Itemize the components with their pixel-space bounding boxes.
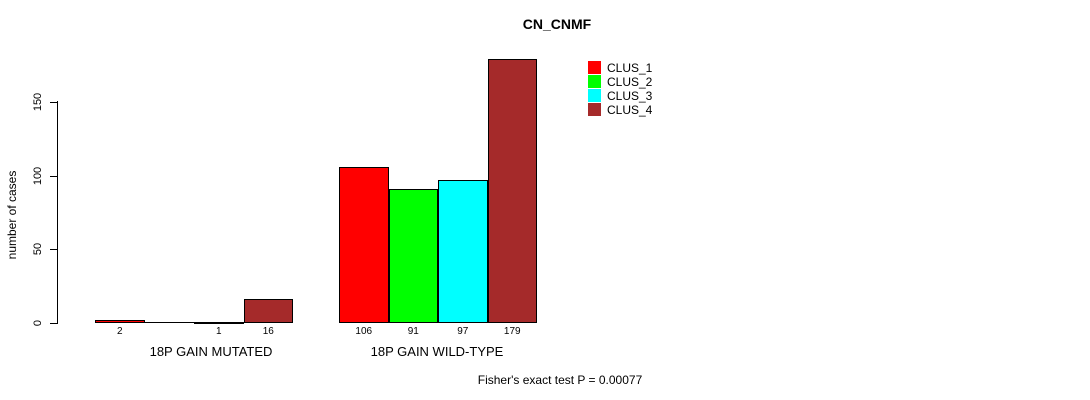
y-tick-mark (50, 102, 57, 103)
legend-swatch-icon (588, 61, 601, 74)
y-axis-line (57, 101, 58, 324)
legend-swatch-icon (588, 103, 601, 116)
y-tick-label: 100 (32, 166, 44, 186)
x-category-mutated: 18P GAIN MUTATED (149, 344, 273, 359)
x-category-wildtype: 18P GAIN WILD-TYPE (370, 344, 504, 359)
legend-label: CLUS_1 (607, 60, 653, 75)
bar-value-label: 106 (355, 326, 373, 337)
y-tick-label: 0 (32, 319, 44, 327)
bar-clus-4-group1 (243, 299, 293, 323)
y-tick-mark (50, 323, 57, 324)
bar-clus-3-group1 (194, 322, 244, 324)
legend-label: CLUS_2 (607, 74, 653, 89)
y-tick-label: 150 (32, 92, 44, 112)
bar-value-label: 91 (407, 326, 419, 337)
bar-value-label: 179 (503, 326, 521, 337)
bar-value-label: 1 (215, 326, 222, 337)
y-tick-mark (50, 176, 57, 177)
bar-clus-1-group2 (339, 167, 389, 323)
bar-value-label: 97 (457, 326, 469, 337)
fisher-test-annotation: Fisher's exact test P = 0.00077 (477, 373, 643, 387)
chart-title: CN_CNMF (522, 16, 592, 32)
bar-clus-4-group2 (487, 59, 537, 323)
legend-label: CLUS_3 (607, 88, 653, 103)
bar-clus-1-group1 (95, 320, 145, 323)
legend-label: CLUS_4 (607, 102, 653, 117)
y-tick-mark (50, 249, 57, 250)
legend-swatch-icon (588, 75, 601, 88)
legend-item-clus_2: CLUS_2 (588, 74, 653, 89)
legend-item-clus_1: CLUS_1 (588, 60, 653, 75)
bar-clus-2-group1 (144, 322, 194, 323)
legend-item-clus_4: CLUS_4 (588, 102, 653, 117)
legend-swatch-icon (588, 89, 601, 102)
bar-value-label: 16 (262, 326, 274, 337)
y-axis-title: number of cases (5, 170, 19, 260)
y-tick-label: 50 (32, 242, 44, 256)
bar-clus-3-group2 (438, 180, 488, 323)
legend-item-clus_3: CLUS_3 (588, 88, 653, 103)
bar-clus-2-group2 (388, 189, 438, 323)
legend: CLUS_1 CLUS_2 CLUS_3 CLUS_4 (588, 61, 652, 117)
bar-value-label: 2 (116, 326, 123, 337)
